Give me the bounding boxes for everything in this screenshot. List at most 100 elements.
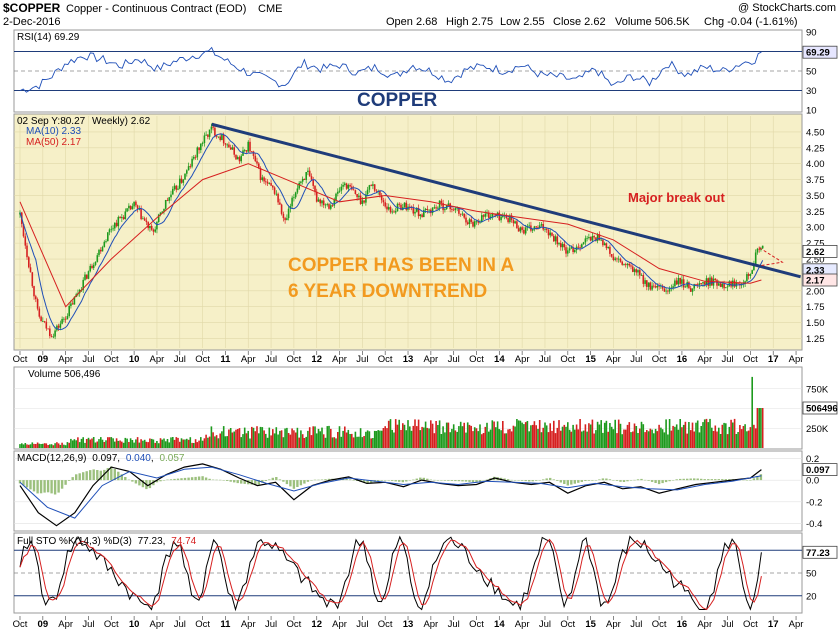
candle-body [517,228,520,232]
volume-bar [419,430,422,448]
candle-body [431,207,434,214]
volume-bar [38,443,41,448]
macd-histogram-bar [71,477,74,481]
candle-body [751,270,753,274]
candle-body [133,201,135,207]
macd-histogram-bar [626,480,629,482]
volume-bar [42,443,44,448]
volume-bar [545,425,548,448]
x-tick-label: Jul [82,354,94,365]
volume-bar [721,424,724,448]
macd-histogram-bar [380,480,383,481]
candle-body [149,225,151,229]
macd-histogram-bar [236,480,239,484]
candle-body [233,147,235,155]
macd-histogram-bar [310,480,313,481]
candle-body [159,212,162,215]
volume-bar [351,433,353,448]
volume-bar [66,442,69,448]
volume-bar [212,432,214,448]
volume-bar [29,444,32,448]
candle-body [433,207,436,209]
x-tick-label: Oct [652,619,667,630]
volume-bar [595,430,597,448]
candle-body [96,255,99,262]
volume-bar [505,433,508,448]
macd-histogram-bar [594,480,598,481]
candle-body [356,194,358,198]
y-axes: 907050301069.294.504.254.003.753.503.253… [802,28,838,602]
macd-histogram-bar [398,480,401,482]
volume-bar [723,422,725,448]
candle-body [639,270,641,276]
candle-body [570,247,573,249]
candle-body [421,214,423,217]
candle-body [749,274,752,276]
sto-d-line [19,538,762,611]
volume-bar [317,428,320,448]
volume-bar [430,420,432,448]
volume-bar [210,426,213,448]
ma10-legend: MA(10) 2.33 [26,126,81,137]
exchange-label: CME [258,3,282,15]
volume-bar [349,434,351,448]
candle-body [203,135,206,143]
candle-body [247,141,249,152]
macd-histogram-bar [261,480,264,483]
macd-histogram-bar [686,478,689,481]
volume-bar [78,442,81,448]
candle-body [296,188,299,193]
candle-body [328,204,330,209]
volume-bar [261,427,264,448]
volume-bar [75,440,77,448]
volume-bar [92,437,95,448]
volume-bar [279,430,281,448]
x-tick-label: Apr [332,354,347,365]
volume-bar [19,444,21,448]
close-value: Close 2.62 [553,16,606,28]
candle-body [379,191,381,196]
macd-histogram-bar [478,480,482,482]
volume-bar [510,431,513,448]
volume-bar [628,422,631,448]
volume-bar [458,426,460,448]
volume-bar [412,425,415,448]
volume-bar [619,423,622,448]
high-value: High 2.75 [446,16,493,28]
macd-histogram-bar [549,477,552,481]
candle-body [544,228,546,230]
x-tick-label: 16 [677,619,688,630]
volume-bar [328,425,330,448]
candle-body [219,136,221,140]
candle-body [119,217,121,219]
volume-bar [760,408,762,448]
volume-bar [726,434,729,448]
candle-body [275,193,278,195]
candle-body [254,155,257,162]
volume-bar [470,425,472,448]
volume-bar [136,437,139,448]
volume-bar [71,440,74,448]
volume-bar [725,423,727,448]
sto-value-label-box [802,545,838,559]
candle-body [298,182,300,189]
candle-body [500,216,502,221]
volume-bar [259,426,262,448]
price-last-close-label-box [802,244,838,258]
candle-body [294,192,297,198]
macd-histogram-bar [443,480,447,481]
candle-body [744,281,746,284]
volume-bar [589,424,592,448]
volume-bar [598,424,601,448]
volume-bar [347,429,350,448]
volume-bar [219,433,221,448]
volume-bar [49,444,51,448]
price-tick-label: 4.25 [806,143,825,154]
candle-body [686,282,688,287]
macd-histogram-bar [693,478,696,481]
volume-bar [400,429,402,448]
volume-bar [33,443,35,448]
candle-body [554,236,557,242]
volume-bar [391,429,393,448]
volume-bar [68,442,70,448]
